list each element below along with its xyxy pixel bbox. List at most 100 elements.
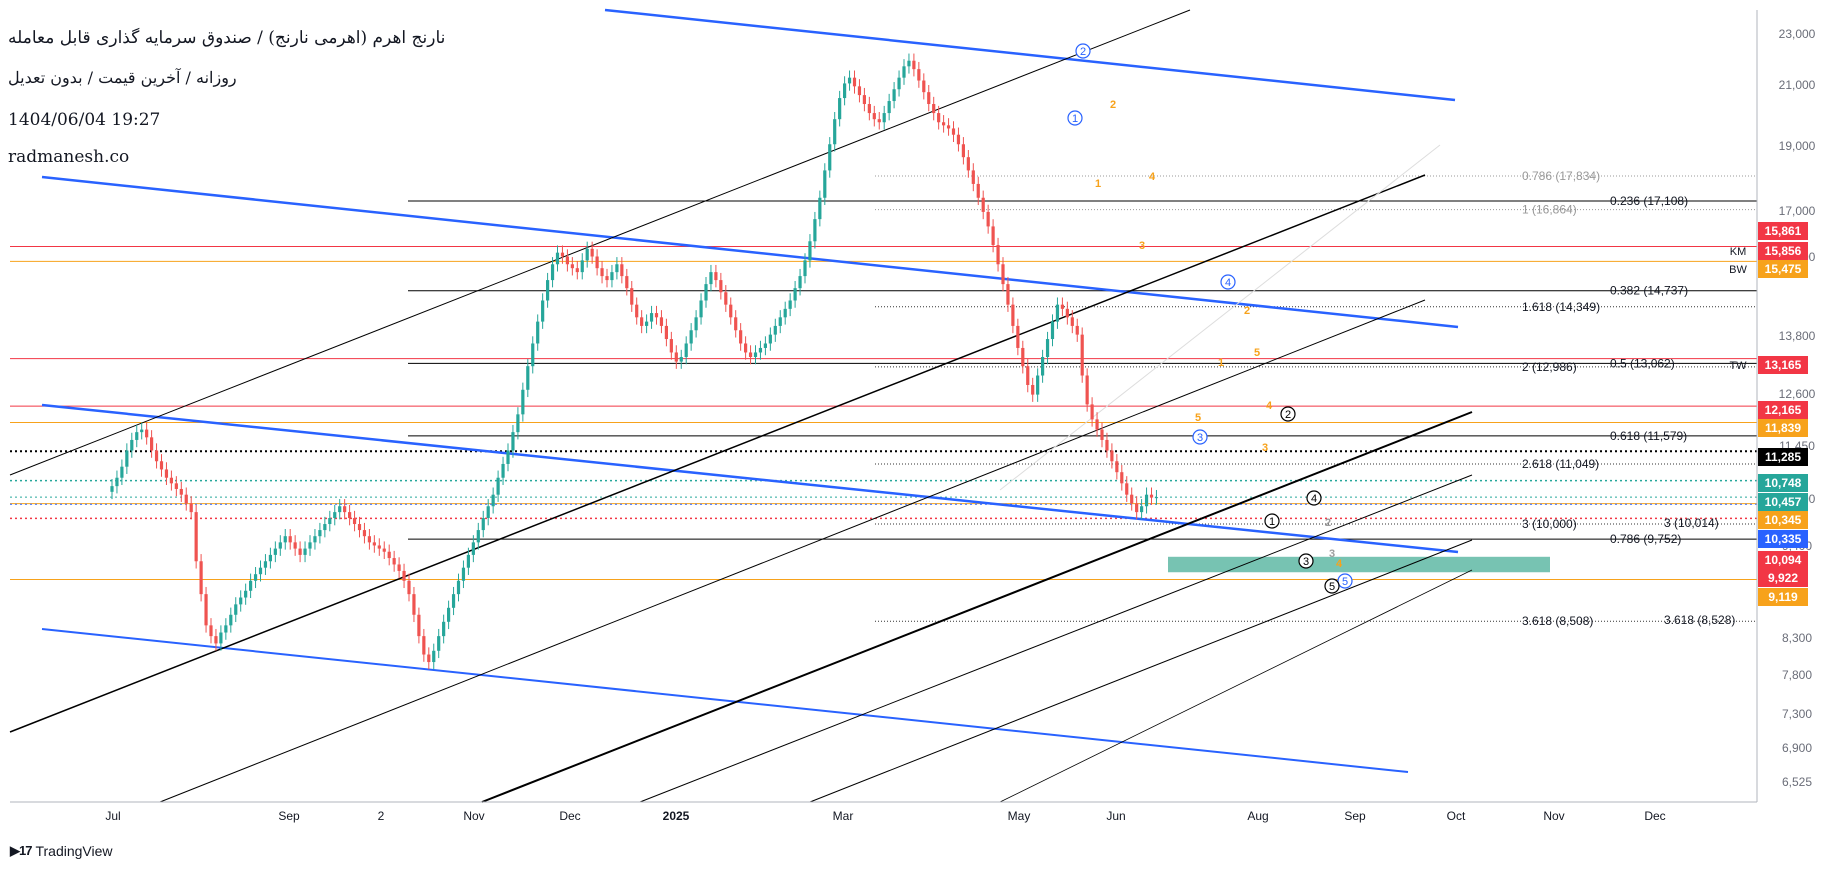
candle-body [328,518,332,525]
candle-body [966,157,970,171]
candle-body [788,300,792,309]
candle-body [600,268,604,277]
candle-body [942,122,946,126]
wave-label: 1 [1218,357,1224,369]
price-label: 9,119 [1768,590,1798,604]
price-label-box [1758,493,1808,511]
price-label-box [1758,419,1808,437]
candle-body [362,530,367,537]
candle-body [1045,339,1050,358]
candle-body [318,530,322,537]
candle-body [372,542,376,546]
candle-body [432,650,436,663]
x-tick-label: Sep [1344,809,1366,823]
y-tick-label: 19,000 [1779,139,1816,153]
y-tick-label: 6,525 [1782,775,1812,789]
candle-body [892,89,896,102]
x-tick-label: Nov [463,809,484,823]
candle-body [382,548,386,552]
x-tick-label: Nov [1543,809,1564,823]
candle-body [179,488,183,495]
candle-body [852,77,857,87]
candle-body [110,486,114,492]
candle-body [991,226,995,246]
x-tick-label: Dec [559,809,580,823]
channel-line [159,299,1426,803]
wave-label: 5 [1329,581,1335,593]
candle-body [927,92,931,105]
candle-body [1055,304,1060,322]
candle-body [204,594,208,626]
price-label-box [1758,511,1808,529]
candle-body [323,524,327,531]
candle-body [843,83,847,99]
wave-circle [1220,274,1236,290]
x-tick-label: 2 [378,809,385,823]
fib-label: 2 (12,986) [1522,360,1577,374]
candle-body [862,95,866,105]
candle-body [516,414,520,433]
candle-body [575,268,579,273]
candle-body [145,429,149,438]
candle-body [184,494,188,504]
price-label-box [1758,474,1808,492]
wave-label: 5 [1195,412,1201,424]
tradingview-brand[interactable]: ▶17 TradingView [10,843,113,859]
candle-body [635,304,639,318]
candle-body [758,347,763,353]
candle-body [229,614,233,626]
candle-body [531,343,535,367]
wave-label: 2 [1244,305,1250,317]
candle-body [288,536,292,543]
price-tag: BW [1729,264,1747,276]
candle-body [278,542,282,549]
candle-body [714,272,718,281]
wave-circle [1337,573,1353,589]
x-tick-label: Oct [1447,809,1466,823]
price-label-box [1758,401,1808,419]
channel-line [9,174,1426,733]
candle-body [1140,506,1144,513]
candle-body [244,590,248,598]
candle-body [541,300,545,322]
candle-body [343,506,347,513]
candle-body [214,636,218,644]
candle-body [565,256,569,265]
candle-body [719,280,723,293]
candle-body [580,260,584,273]
target-zone [1168,556,1550,573]
candle-body [308,542,312,549]
candle-body [704,284,708,301]
candle-body [427,654,431,663]
y-tick-label: 17,000 [1779,204,1816,218]
x-tick-label: Jul [105,809,120,823]
candle-body [1110,450,1114,462]
candle-body [298,548,302,555]
candle-body [293,542,297,549]
wave-circle [1298,553,1314,569]
candle-body [585,248,589,261]
chart-subtitle: روزانه / آخرین قیمت / بدون تعدیل [8,68,237,87]
candle-body [437,636,441,651]
candle-body [189,503,193,513]
x-tick-label: Mar [833,809,854,823]
candle-body [466,554,470,568]
fib-label: 0.618 (11,579) [1610,429,1687,443]
wave-circle [1075,43,1091,59]
chart-datetime: 1404/06/04 19:27 [8,110,161,130]
candle-body [120,466,124,478]
candle-body [748,352,753,358]
candle-body [768,334,772,344]
candle-body [1016,325,1020,348]
price-tag: TW [1729,360,1747,372]
candle-body [496,477,500,495]
candle-body [555,252,560,265]
price-label: 15,475 [1765,262,1802,276]
trend-channels [9,8,1473,803]
y-tick-label: 8,300 [1782,631,1812,645]
fib-label: 3 (10,014) [1664,516,1719,530]
candle-body [1100,429,1104,440]
wave-label: 4 [1336,558,1343,570]
candle-body [907,60,911,67]
